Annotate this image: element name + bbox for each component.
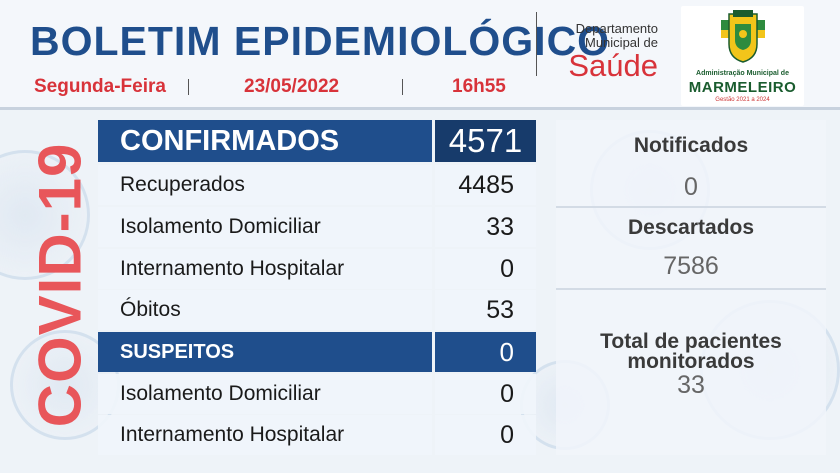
row-value: 33 xyxy=(435,207,536,247)
table-row: Recuperados 4485 xyxy=(98,165,536,205)
logo-city-text: MARMELEIRO xyxy=(688,79,797,96)
suspects-value: 0 xyxy=(435,332,536,372)
row-value: 0 xyxy=(435,415,536,455)
covid-side-label: COVID-19 xyxy=(27,143,94,428)
table-row: Isolamento Domiciliar 0 xyxy=(98,374,536,414)
row-label: Isolamento Domiciliar xyxy=(98,374,432,414)
page-title: BOLETIM EPIDEMIOLÓGICO xyxy=(30,18,611,64)
department-name: Departamento Municipal de Saúde xyxy=(560,22,658,82)
descartados-label: Descartados xyxy=(627,216,755,239)
row-label: Recuperados xyxy=(98,165,432,205)
row-label: Internamento Hospitalar xyxy=(98,415,432,455)
time-label: 16h55 xyxy=(452,76,506,97)
table-row: Isolamento Domiciliar 33 xyxy=(98,207,536,247)
monitorados-value: 33 xyxy=(677,371,705,399)
confirmed-header-row: CONFIRMADOS 4571 xyxy=(98,120,536,162)
logo-admin-text: Administração Municipal de xyxy=(696,70,789,77)
header-divider xyxy=(536,12,537,76)
monitorados-label-2: monitorados xyxy=(627,350,755,373)
descartados-value: 7586 xyxy=(663,252,719,280)
table-row: Internamento Hospitalar 0 xyxy=(98,415,536,455)
suspects-header-row: SUSPEITOS 0 xyxy=(98,332,536,372)
confirmed-label: CONFIRMADOS xyxy=(98,120,432,162)
covid-label-text: COVID-19 xyxy=(26,142,94,428)
separator xyxy=(188,79,189,95)
row-value: 0 xyxy=(435,374,536,414)
monitorados-label-1: Total de pacientes xyxy=(600,330,782,353)
crest-icon xyxy=(721,10,765,63)
header: BOLETIM EPIDEMIOLÓGICO Segunda-Feira 23/… xyxy=(0,0,840,110)
separator xyxy=(402,79,403,95)
row-label: Internamento Hospitalar xyxy=(98,249,432,289)
notificados-value: 0 xyxy=(684,173,698,201)
divider xyxy=(556,288,826,290)
row-value: 53 xyxy=(435,290,536,330)
divider xyxy=(556,206,826,208)
municipal-logo: Administração Municipal de MARMELEIRO Ge… xyxy=(681,6,804,106)
dept-saude: Saúde xyxy=(568,48,658,83)
suspects-label: SUSPEITOS xyxy=(98,332,432,372)
row-value: 0 xyxy=(435,249,536,289)
logo-term-text: Gestão 2021 a 2024 xyxy=(715,97,770,103)
row-label: Óbitos xyxy=(98,290,432,330)
table-row: Internamento Hospitalar 0 xyxy=(98,249,536,289)
date-label: 23/05/2022 xyxy=(244,76,340,97)
row-label: Isolamento Domiciliar xyxy=(98,207,432,247)
dept-line-1: Departamento xyxy=(575,21,658,36)
confirmed-value: 4571 xyxy=(435,120,536,162)
notificados-label: Notificados xyxy=(633,134,749,157)
stats-panel: Notificados 0 Descartados 7586 Total de … xyxy=(556,120,826,455)
dept-line-2: Municipal de xyxy=(585,35,658,50)
table-row: Óbitos 53 xyxy=(98,290,536,330)
row-value: 4485 xyxy=(435,165,536,205)
day-label: Segunda-Feira xyxy=(34,76,166,97)
